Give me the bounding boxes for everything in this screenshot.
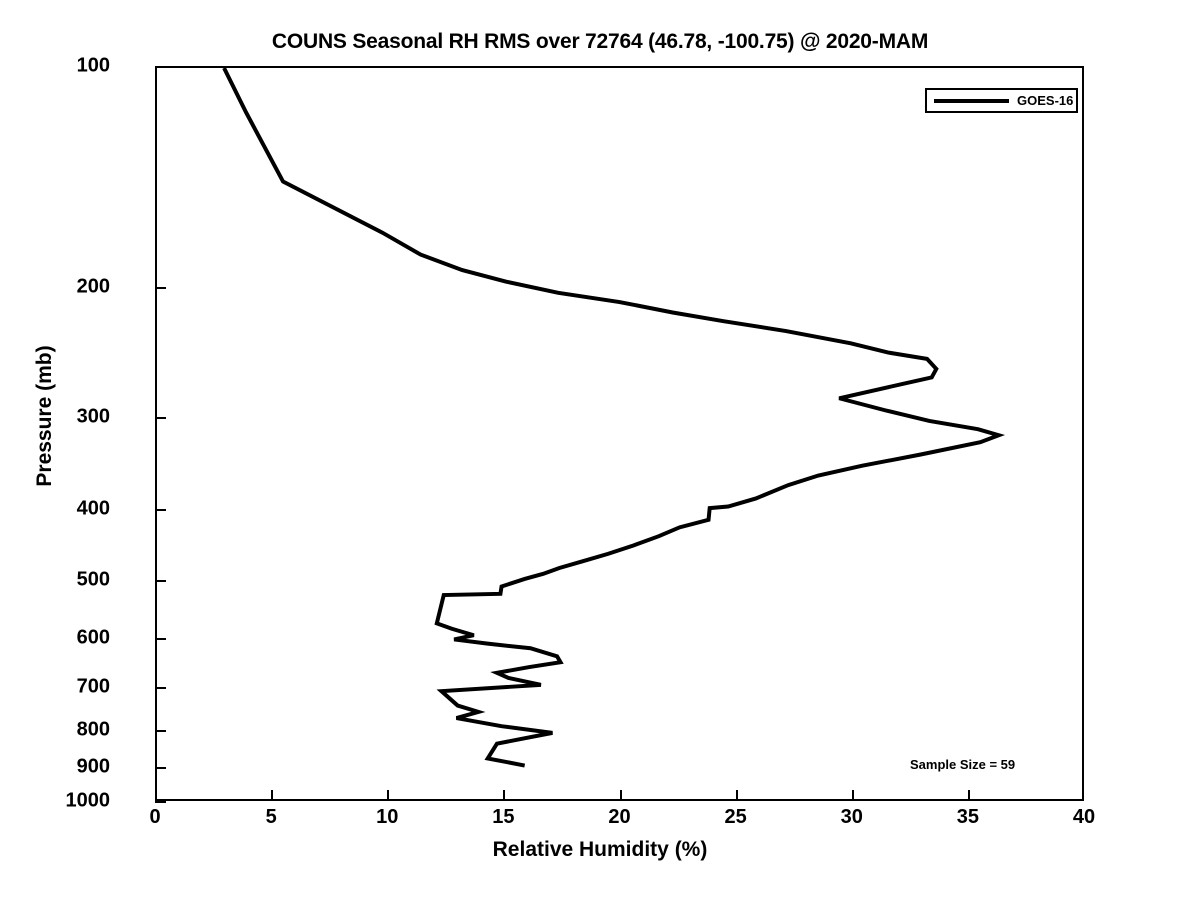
legend-line-swatch	[934, 98, 1009, 103]
x-tick-label-10: 10	[376, 806, 399, 828]
y-tick-label-100: 100	[76, 54, 110, 77]
y-tick-mark	[155, 767, 166, 770]
x-tick-mark	[735, 790, 738, 801]
x-tick-label-35: 35	[956, 806, 979, 828]
x-tick-mark	[503, 790, 506, 801]
x-tick-label-20: 20	[608, 806, 631, 828]
x-tick-mark	[387, 790, 390, 801]
y-tick-label-200: 200	[76, 275, 110, 298]
sample-size-annotation: Sample Size = 59	[910, 757, 1016, 772]
y-tick-mark	[155, 508, 166, 511]
y-tick-mark	[155, 801, 166, 803]
y-tick-mark	[155, 687, 166, 690]
y-tick-label-700: 700	[76, 675, 110, 698]
x-tick-mark	[619, 790, 622, 801]
plot-area	[155, 66, 1084, 801]
y-tick-label-500: 500	[76, 568, 110, 591]
legend: GOES-16	[925, 88, 1078, 113]
line-series-goes-16	[222, 67, 1006, 768]
y-tick-mark	[155, 729, 166, 732]
x-tick-label-5: 5	[265, 806, 277, 828]
y-axis-label: Pressure (mb)	[33, 345, 56, 487]
x-tick-label-15: 15	[492, 806, 515, 828]
page-title: COUNS Seasonal RH RMS over 72764 (46.78,…	[271, 30, 929, 53]
x-axis-label: Relative Humidity (%)	[492, 838, 708, 861]
x-tick-mark	[271, 790, 274, 801]
y-tick-mark	[155, 637, 166, 640]
x-tick-label-40: 40	[1072, 806, 1096, 828]
y-tick-mark	[155, 579, 166, 582]
legend-item-label: GOES-16	[1017, 93, 1074, 108]
x-tick-label-30: 30	[840, 806, 863, 828]
y-tick-label-900: 900	[76, 755, 110, 778]
x-tick-label-0: 0	[149, 806, 161, 828]
y-tick-mark	[155, 416, 166, 419]
y-tick-label-1000: 1000	[65, 789, 111, 812]
y-tick-label-400: 400	[76, 497, 110, 519]
y-tick-mark	[155, 287, 166, 290]
y-tick-label-600: 600	[76, 626, 110, 649]
x-tick-mark	[967, 790, 970, 801]
x-tick-mark	[851, 790, 854, 801]
data-series-goes-16	[222, 67, 1006, 768]
x-tick-label-25: 25	[724, 806, 747, 828]
y-tick-label-300: 300	[76, 405, 110, 428]
y-tick-label-800: 800	[76, 718, 110, 741]
